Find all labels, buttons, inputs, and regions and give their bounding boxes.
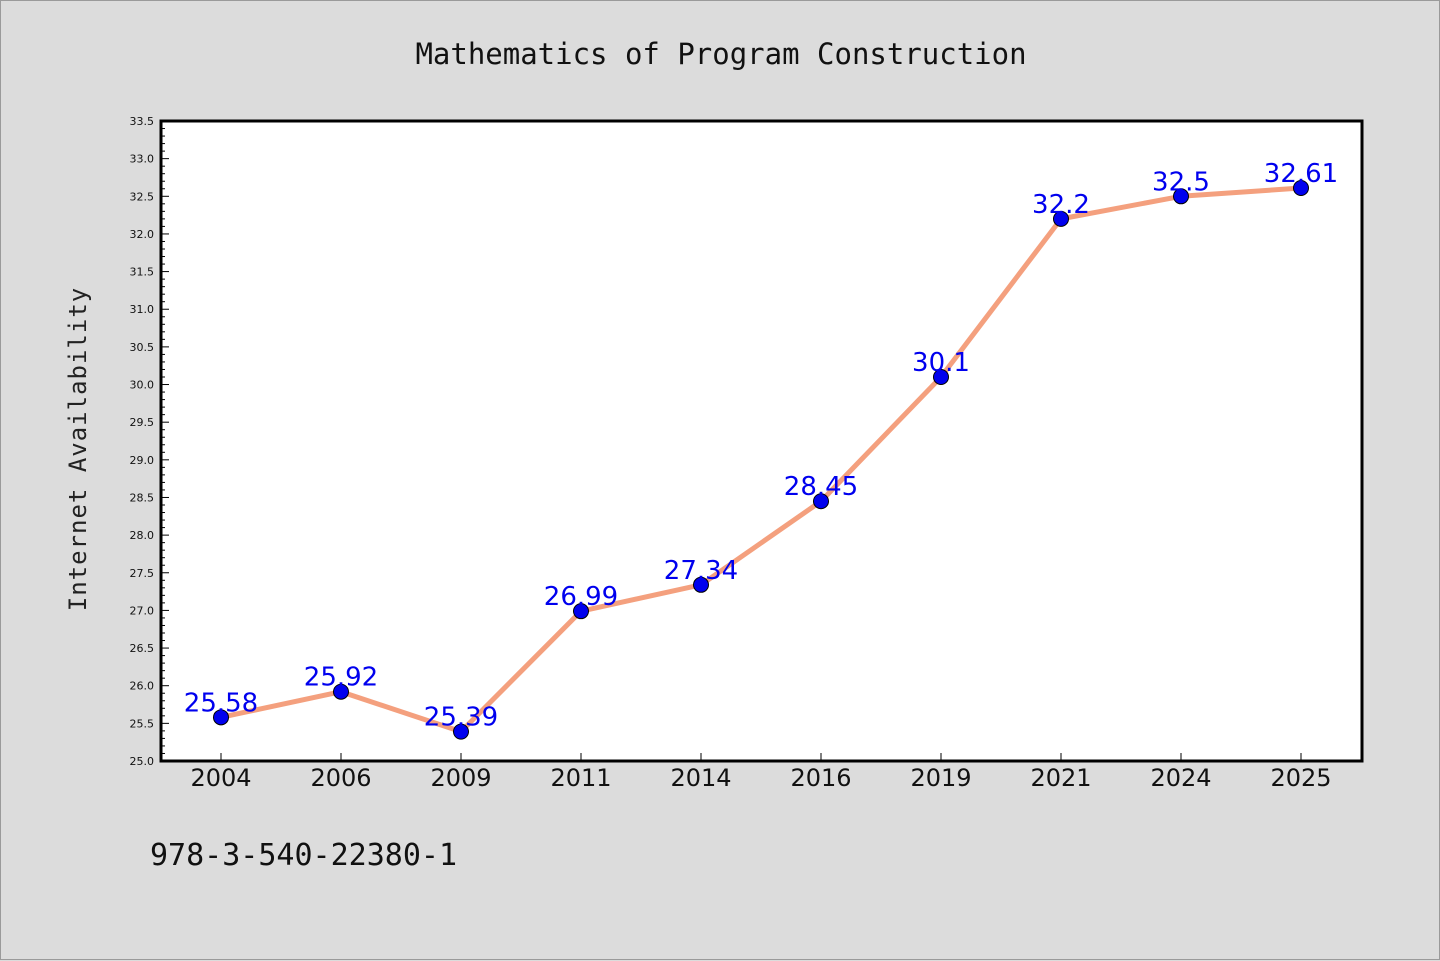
y-tick-label: 27.0 (130, 604, 155, 617)
data-point (1173, 188, 1189, 205)
data-label: 32.61 (1264, 159, 1338, 189)
series-line (218, 185, 1304, 735)
x-tick-label: 2016 (790, 764, 851, 792)
y-tick-label: 29.0 (130, 454, 155, 467)
y-tick-label: 30.0 (130, 379, 155, 392)
series: 25.58 25.92 25.39 26.99 27.34 28.45 30.1 32.2 32… (184, 159, 1338, 740)
x-tick-label: 2024 (1150, 764, 1211, 792)
data-point (693, 576, 709, 593)
x-axis: 2004 2006 2009 2011 2014 2016 2019 2021 2024 2025 (190, 753, 1332, 792)
y-tick-label: 31.5 (130, 266, 155, 279)
data-point (933, 369, 949, 385)
x-tick-label: 2021 (1030, 764, 1091, 792)
data-point (213, 709, 229, 726)
y-tick-label: 25.0 (130, 755, 155, 768)
data-label: 25.92 (304, 663, 378, 693)
data-point (453, 723, 469, 740)
y-tick-label: 31.0 (130, 303, 155, 316)
data-point (573, 603, 589, 620)
data-label: 30.1 (912, 348, 970, 378)
y-tick-label: 33.0 (130, 153, 155, 166)
y-tick-label: 25.5 (130, 717, 155, 730)
data-point (333, 683, 349, 700)
y-tick-label: 26.0 (130, 680, 155, 693)
data-point (1293, 180, 1309, 197)
y-tick-label: 29.5 (130, 416, 155, 429)
y-tick-label: 33.5 (130, 115, 155, 128)
x-tick-label: 2025 (1270, 764, 1331, 792)
data-point (813, 493, 829, 510)
y-axis: 25.0 25.5 26.0 26.5 27.0 27.5 28.0 28.5 29.0 29.5… (130, 115, 169, 768)
data-label: 28.45 (784, 472, 858, 502)
data-label: 32.2 (1032, 190, 1090, 220)
y-tick-label: 30.5 (130, 341, 155, 354)
x-tick-label: 2019 (910, 764, 971, 792)
x-tick-label: 2009 (430, 764, 491, 792)
y-tick-label: 27.5 (130, 567, 155, 580)
x-tick-label: 2006 (310, 764, 371, 792)
y-tick-label: 28.0 (130, 529, 155, 542)
data-label: 25.58 (184, 688, 258, 718)
isbn-text: 978-3-540-22380-1 (150, 838, 457, 873)
y-tick-label: 26.5 (130, 642, 155, 655)
y-tick-label: 32.5 (130, 190, 155, 203)
y-tick-label: 28.5 (130, 491, 155, 504)
x-tick-label: 2011 (550, 764, 611, 792)
chart-title: Mathematics of Program Construction (415, 37, 1026, 71)
data-label: 25.39 (424, 703, 498, 733)
x-tick-label: 2004 (190, 764, 251, 792)
data-point (1053, 210, 1069, 227)
y-tick-label: 32.0 (130, 228, 155, 241)
data-label: 26.99 (544, 582, 618, 612)
data-label: 32.5 (1152, 167, 1210, 197)
y-axis-label: Internet Availability (64, 287, 92, 611)
data-label: 27.34 (664, 556, 738, 586)
x-tick-label: 2014 (670, 764, 731, 792)
plot-area (159, 119, 1364, 763)
